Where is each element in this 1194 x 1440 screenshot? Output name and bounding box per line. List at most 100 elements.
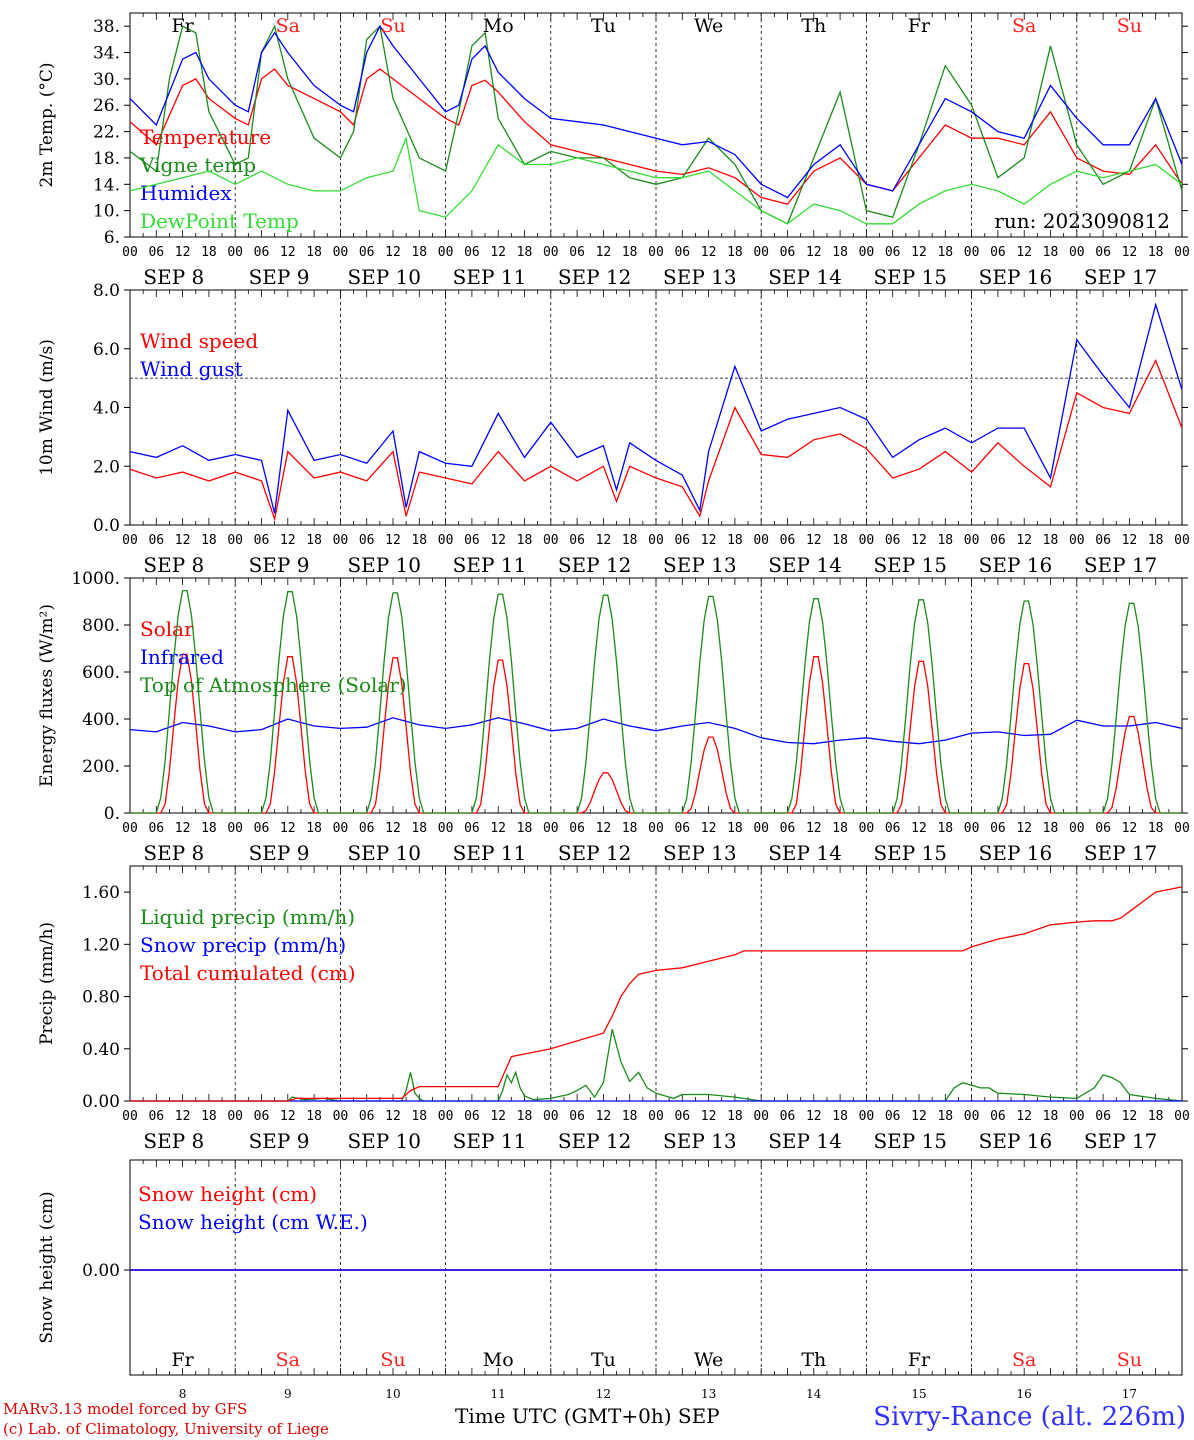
x-hour-label: 06 <box>780 245 796 260</box>
series-line-humidex <box>129 24 1183 199</box>
x-hour-label: 00 <box>333 821 349 836</box>
x-date-label: SEP 13 <box>663 1129 737 1153</box>
x-hour-label: 00 <box>438 821 454 836</box>
series-line-liquid-precip-mm-h- <box>130 1029 1183 1102</box>
x-date-label: SEP 15 <box>873 265 947 289</box>
x-hour-label: 06 <box>990 821 1006 836</box>
x-hour-label: 12 <box>490 821 506 836</box>
x-hour-label: 06 <box>254 1109 270 1124</box>
legend-entry: Wind speed <box>140 329 258 353</box>
x-date-label: SEP 9 <box>249 553 310 577</box>
x-hour-label: 12 <box>175 821 191 836</box>
x-hour-label: 06 <box>569 821 585 836</box>
day-number-label: 15 <box>911 1387 926 1401</box>
x-hour-label: 12 <box>1122 1109 1138 1124</box>
x-hour-label: 12 <box>701 821 717 836</box>
x-hour-label: 06 <box>1095 533 1111 548</box>
x-hour-label: 18 <box>832 245 848 260</box>
x-hour-label: 18 <box>937 821 953 836</box>
x-hour-label: 18 <box>201 821 217 836</box>
day-number-label: 14 <box>806 1387 822 1401</box>
y-axis-label: Snow height (cm) <box>37 1191 57 1343</box>
y-tick-label: 26. <box>93 96 120 116</box>
x-hour-label: 12 <box>175 1109 191 1124</box>
weekday-label: Su <box>1117 15 1142 37</box>
x-hour-label: 06 <box>464 821 480 836</box>
credit-lab: (c) Lab. of Climatology, University of L… <box>3 1420 329 1438</box>
x-date-label: SEP 15 <box>873 553 947 577</box>
y-axis-label: 10m Wind (m/s) <box>37 339 57 476</box>
x-hour-label: 06 <box>674 821 690 836</box>
x-hour-label: 06 <box>674 533 690 548</box>
weekday-label: Sa <box>1012 15 1036 37</box>
x-hour-label: 00 <box>1174 245 1190 260</box>
x-hour-label: 18 <box>1148 1109 1164 1124</box>
x-hour-label: 06 <box>674 1109 690 1124</box>
x-hour-label: 12 <box>385 245 401 260</box>
x-date-label: SEP 10 <box>347 841 421 865</box>
x-hour-label: 00 <box>964 533 980 548</box>
legend-entry: Solar <box>140 617 194 641</box>
y-tick-label: 1.20 <box>82 935 120 955</box>
x-hour-label: 18 <box>1148 533 1164 548</box>
x-hour-label: 18 <box>517 533 533 548</box>
x-hour-label: 00 <box>859 245 875 260</box>
x-hour-label: 18 <box>622 821 638 836</box>
x-hour-label: 00 <box>1174 533 1190 548</box>
x-hour-label: 18 <box>1043 245 1059 260</box>
series-line-infrared <box>129 717 1183 745</box>
y-axis-label: Precip (mm/h) <box>37 922 57 1045</box>
x-hour-label: 12 <box>911 821 927 836</box>
x-hour-label: 12 <box>280 1109 296 1124</box>
weekday-label: Sa <box>276 1349 300 1371</box>
series-line-dewpoint-temp <box>129 135 1183 225</box>
x-hour-label: 00 <box>122 245 138 260</box>
x-hour-label: 18 <box>411 1109 427 1124</box>
x-hour-label: 06 <box>780 1109 796 1124</box>
x-hour-label: 06 <box>254 533 270 548</box>
x-hour-label: 00 <box>964 1109 980 1124</box>
x-hour-label: 00 <box>227 1109 243 1124</box>
weekday-label: Tu <box>591 1349 616 1371</box>
x-hour-label: 12 <box>701 245 717 260</box>
x-hour-label: 06 <box>885 245 901 260</box>
x-hour-label: 18 <box>306 1109 322 1124</box>
day-number-label: 8 <box>179 1387 187 1401</box>
x-hour-label: 00 <box>648 1109 664 1124</box>
x-date-label: SEP 14 <box>768 841 842 865</box>
x-hour-label: 00 <box>1069 821 1085 836</box>
x-hour-label: 06 <box>1095 821 1111 836</box>
day-number-label: 9 <box>284 1387 292 1401</box>
x-date-label: SEP 13 <box>663 265 737 289</box>
x-hour-label: 18 <box>201 533 217 548</box>
x-date-label: SEP 17 <box>1084 1129 1158 1153</box>
x-date-label: SEP 15 <box>873 841 947 865</box>
x-hour-label: 18 <box>727 1109 743 1124</box>
x-hour-label: 06 <box>990 1109 1006 1124</box>
x-hour-label: 00 <box>753 533 769 548</box>
x-date-label: SEP 12 <box>558 1129 632 1153</box>
y-axis-label: 2m Temp. (°C) <box>37 62 57 187</box>
x-hour-label: 12 <box>1016 1109 1032 1124</box>
y-tick-label: 2.0 <box>93 457 120 477</box>
legend-entry: Wind gust <box>140 357 243 381</box>
x-hour-label: 12 <box>701 1109 717 1124</box>
x-hour-label: 00 <box>859 533 875 548</box>
x-hour-label: 12 <box>1122 821 1138 836</box>
weekday-label: Fr <box>171 1349 194 1371</box>
x-hour-label: 12 <box>806 1109 822 1124</box>
day-number-label: 12 <box>596 1387 611 1401</box>
y-tick-label: 6. <box>104 228 120 248</box>
y-tick-label: 1000. <box>71 569 120 589</box>
x-hour-label: 00 <box>438 1109 454 1124</box>
x-hour-label: 00 <box>438 245 454 260</box>
x-hour-label: 06 <box>359 821 375 836</box>
x-hour-label: 18 <box>622 245 638 260</box>
x-hour-label: 18 <box>517 821 533 836</box>
x-hour-label: 12 <box>596 821 612 836</box>
x-hour-label: 18 <box>1043 1109 1059 1124</box>
x-hour-label: 18 <box>411 821 427 836</box>
x-hour-label: 12 <box>175 533 191 548</box>
y-tick-label: 0.00 <box>82 1092 120 1112</box>
